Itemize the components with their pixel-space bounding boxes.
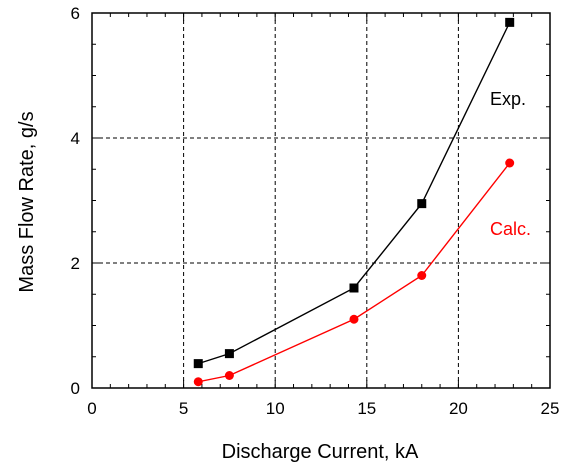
x-axis-title: Discharge Current, kA — [222, 441, 419, 463]
data-point-square — [417, 199, 427, 209]
x-tick-labels: 0 5 10 15 20 25 — [87, 399, 559, 418]
data-point-circle — [349, 314, 359, 324]
x-tick-label: 15 — [357, 399, 376, 418]
series-line-1 — [198, 162, 511, 383]
plot-frame — [91, 12, 551, 389]
y-tick-label: 6 — [71, 4, 80, 23]
series-line-0 — [198, 22, 511, 365]
series-layer — [193, 17, 515, 387]
x-tick-label: 10 — [266, 399, 285, 418]
axis-ticks — [91, 12, 551, 389]
data-point-circle — [193, 377, 203, 387]
y-tick-label: 0 — [71, 379, 80, 398]
data-point-square — [349, 283, 359, 293]
x-tick-label: 20 — [449, 399, 468, 418]
series-label-exp: Exp. — [490, 89, 526, 109]
x-tick-label: 25 — [541, 399, 560, 418]
x-tick-label: 0 — [87, 399, 96, 418]
series-label-calc: Calc. — [490, 219, 531, 239]
data-point-square — [193, 359, 203, 369]
data-point-square — [505, 17, 515, 27]
y-tick-labels: 0 2 4 6 — [71, 4, 80, 398]
y-axis-title: Mass Flow Rate, g/s — [16, 111, 38, 292]
data-point-circle — [505, 158, 515, 168]
data-point-circle — [224, 371, 234, 380]
data-point-square — [224, 349, 234, 359]
y-tick-label: 4 — [71, 129, 80, 148]
y-tick-label: 2 — [71, 254, 80, 273]
data-point-circle — [417, 271, 427, 280]
x-tick-label: 5 — [179, 399, 188, 418]
grid-lines — [92, 13, 550, 388]
